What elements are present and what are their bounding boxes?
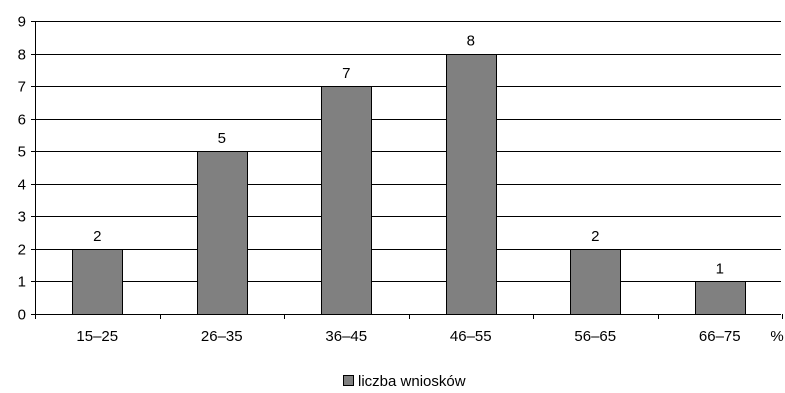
- y-tick-label: 9: [18, 14, 26, 31]
- legend-swatch: [343, 375, 354, 386]
- y-tick-label: 1: [18, 274, 26, 291]
- bar: [197, 151, 248, 315]
- x-tick-label: 56–65: [574, 328, 616, 345]
- gridlines: [35, 21, 781, 282]
- x-tick-label: 36–45: [325, 328, 367, 345]
- bar: [321, 86, 372, 315]
- y-tick-label: 4: [18, 177, 26, 194]
- bar: [695, 281, 746, 315]
- x-tick-label: 15–25: [76, 328, 118, 345]
- y-tick-label: 0: [18, 307, 26, 324]
- bar: [72, 249, 123, 315]
- data-label: 1: [716, 260, 724, 277]
- axes: [31, 21, 783, 319]
- data-label: 2: [93, 228, 101, 245]
- x-tick-label: 46–55: [450, 328, 492, 345]
- data-label: 8: [467, 33, 475, 50]
- bars: [72, 54, 746, 315]
- x-tick-label: 26–35: [201, 328, 243, 345]
- data-label: 5: [218, 130, 226, 147]
- y-tick-label: 3: [18, 209, 26, 226]
- legend-label: liczba wniosków: [358, 373, 466, 390]
- data-label: 2: [591, 228, 599, 245]
- data-label: 7: [342, 65, 350, 82]
- x-axis-label: %: [770, 328, 783, 345]
- x-tick-label: 66–75: [699, 328, 741, 345]
- bar: [446, 54, 497, 315]
- legend: liczba wniosków: [343, 373, 466, 390]
- y-tick-label: 6: [18, 112, 26, 129]
- y-tick-label: 2: [18, 242, 26, 259]
- y-tick-label: 7: [18, 79, 26, 96]
- labels: 0 1 2 3 4 5 6 7 8 9 2 15–25 5 26–35 7 36–45 8 46–55 2 56–65…: [18, 14, 784, 346]
- bar: [570, 249, 621, 315]
- y-tick-label: 5: [18, 144, 26, 161]
- y-tick-label: 8: [18, 47, 26, 64]
